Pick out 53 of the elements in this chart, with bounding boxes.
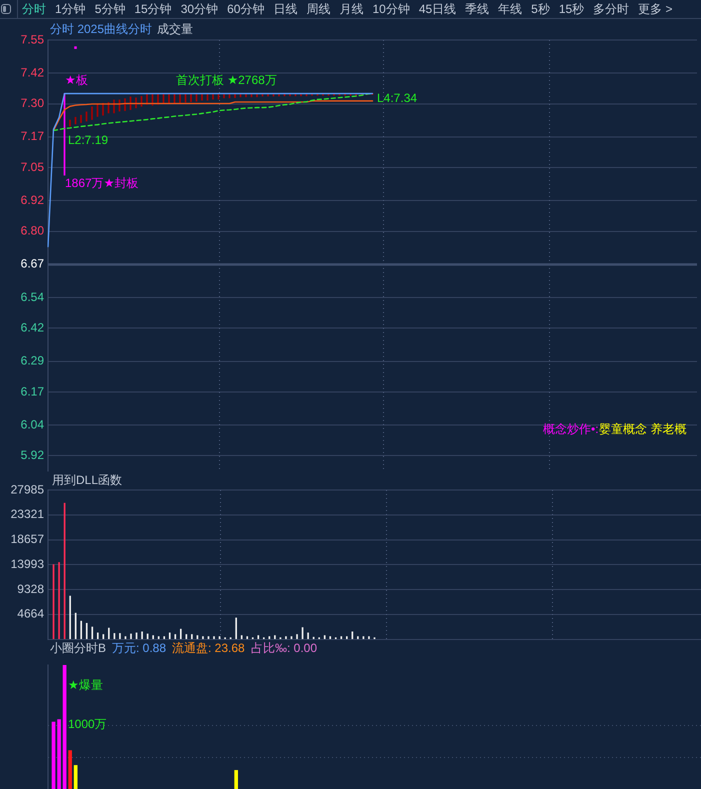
annotation: L2:7.19 <box>68 133 108 147</box>
text: 1分钟 <box>55 2 86 16</box>
annotation: ★爆量 <box>68 678 103 692</box>
chart-title: 分时 2025曲线分时 <box>50 22 152 36</box>
chart-subtitle: 成交量 <box>157 22 193 36</box>
text: 15分钟 <box>134 2 172 16</box>
y-tick-label: 7.30 <box>20 96 44 110</box>
y-tick-label: 6.80 <box>20 224 44 238</box>
text: 15秒 <box>558 2 584 16</box>
text: 万元: 0.88 <box>112 641 166 655</box>
y-tick-label: 23321 <box>10 507 44 522</box>
y-tick-label: 7.17 <box>20 129 44 144</box>
y-tick-label: 13993 <box>10 556 44 571</box>
text: 5分钟 <box>94 2 126 16</box>
text: 更多 > <box>638 2 673 16</box>
annotation: ★板 <box>65 73 88 87</box>
y-tick-label: 27985 <box>10 482 44 496</box>
text: 占比‰: 0.00 <box>251 641 318 655</box>
y-tick-label: 6.29 <box>20 354 44 368</box>
y-tick-label: 6.54 <box>20 290 44 304</box>
y-tick-label: 18657 <box>10 532 44 546</box>
ref-line-label: 1000万 <box>68 716 107 731</box>
y-tick-label: 5.92 <box>20 448 44 462</box>
annotation: 1867万★封板 <box>65 176 138 190</box>
text: 日线 <box>273 2 298 16</box>
text: 10分钟 <box>372 2 410 16</box>
text: 分时 <box>22 2 46 16</box>
y-tick-label: 7.55 <box>20 32 44 46</box>
y-tick-label: 6.17 <box>20 384 44 398</box>
y-tick-label: 7.42 <box>20 65 44 80</box>
text: 5秒 <box>531 2 550 16</box>
chart-title: 用到DLL函数 <box>52 473 122 487</box>
annotation: 首次打板 ★2768万 <box>176 73 277 87</box>
text: 多分时 <box>593 2 630 16</box>
text: 月线 <box>339 2 364 16</box>
annotation: 概念炒作•: <box>543 422 599 436</box>
y-tick-label: 9328 <box>17 582 44 596</box>
text: 流通盘: 23.68 <box>172 641 245 655</box>
y-tick-label: 4664 <box>17 606 44 621</box>
y-tick-label: 7.05 <box>20 160 44 174</box>
text: 年线 <box>498 2 522 16</box>
chart-title: 小圈分时B <box>50 641 106 655</box>
y-tick-label: 6.92 <box>20 192 44 207</box>
y-tick-label: 6.67 <box>20 256 44 271</box>
annotation: L4:7.34 <box>377 91 418 105</box>
text: 季线 <box>465 2 490 16</box>
annotation: 婴童概念 养老概 <box>599 422 686 436</box>
text: 60分钟 <box>227 2 264 16</box>
text: 30分钟 <box>180 2 218 16</box>
y-tick-label: 6.04 <box>20 417 44 432</box>
text: 45日线 <box>418 2 456 16</box>
y-tick-label: 6.42 <box>20 320 44 334</box>
text: 周线 <box>306 2 330 16</box>
